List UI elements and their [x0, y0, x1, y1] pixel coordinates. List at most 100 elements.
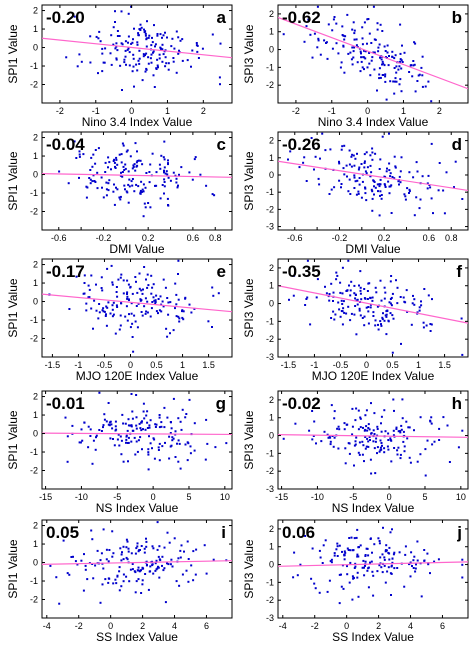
- data-point: [124, 55, 127, 58]
- data-point: [344, 462, 347, 465]
- data-point: [391, 292, 394, 295]
- data-point: [338, 602, 341, 605]
- data-point: [383, 556, 386, 559]
- data-point: [161, 555, 164, 558]
- x-tick-label: -1: [310, 360, 318, 370]
- data-point: [62, 539, 65, 542]
- data-point: [353, 46, 356, 49]
- data-point: [172, 60, 175, 63]
- data-point: [135, 580, 138, 583]
- data-point: [406, 437, 409, 440]
- data-point: [343, 558, 346, 561]
- data-point: [363, 49, 365, 52]
- data-point: [115, 42, 118, 45]
- data-point: [365, 547, 368, 550]
- data-point: [383, 564, 386, 567]
- panel-letter: i: [221, 523, 226, 542]
- data-point: [177, 36, 180, 39]
- axes-box: [41, 258, 233, 358]
- x-tick-label: -2: [292, 106, 300, 116]
- data-point: [378, 43, 381, 46]
- data-point: [183, 550, 185, 553]
- data-point: [127, 460, 129, 463]
- x-tick-label: 10: [220, 492, 230, 502]
- data-point: [385, 544, 388, 547]
- data-point: [126, 558, 129, 561]
- data-point: [400, 59, 403, 62]
- data-point: [319, 53, 322, 56]
- data-point: [332, 310, 335, 313]
- data-point: [380, 415, 383, 418]
- data-point: [372, 574, 375, 577]
- data-point: [159, 559, 162, 562]
- data-point: [358, 177, 361, 179]
- data-point: [162, 34, 165, 37]
- data-point: [84, 564, 87, 567]
- data-point: [365, 172, 368, 175]
- data-point: [127, 441, 130, 444]
- data-point: [141, 188, 144, 191]
- data-point: [142, 288, 144, 291]
- data-point: [158, 53, 161, 56]
- data-point: [378, 450, 381, 453]
- data-point: [126, 291, 129, 294]
- data-point: [313, 420, 316, 423]
- data-point: [101, 47, 104, 50]
- data-point: [364, 564, 366, 567]
- data-point: [314, 155, 317, 158]
- data-point: [319, 556, 322, 559]
- data-point: [367, 445, 370, 448]
- data-point: [361, 453, 364, 456]
- data-point: [368, 282, 371, 285]
- data-point: [211, 193, 214, 196]
- data-point: [188, 398, 191, 401]
- data-point: [163, 169, 165, 172]
- x-tick-label: -4: [43, 621, 51, 631]
- data-point: [330, 561, 333, 564]
- data-point: [321, 132, 324, 135]
- data-point: [148, 171, 151, 173]
- data-point: [408, 71, 411, 73]
- data-point: [395, 426, 398, 429]
- data-point: [393, 551, 396, 554]
- y-tick-label: 1: [269, 542, 274, 552]
- data-point: [58, 170, 61, 173]
- data-point: [146, 300, 149, 303]
- data-point: [118, 35, 121, 37]
- x-tick-label: 2: [376, 621, 381, 631]
- data-point: [293, 551, 296, 554]
- data-point: [338, 544, 341, 547]
- data-point: [161, 36, 163, 39]
- data-point: [145, 310, 148, 313]
- data-point: [122, 144, 125, 147]
- x-tick-label: 1.5: [438, 360, 451, 370]
- data-point: [408, 190, 411, 193]
- data-point: [187, 558, 190, 560]
- data-point: [293, 274, 296, 277]
- data-point: [395, 279, 397, 282]
- data-point: [323, 39, 326, 42]
- data-point: [148, 570, 151, 573]
- data-point: [410, 64, 413, 67]
- data-point: [111, 304, 114, 307]
- data-point: [406, 187, 409, 190]
- data-point: [151, 286, 154, 289]
- data-point: [383, 297, 386, 300]
- data-point: [173, 537, 176, 540]
- data-point: [302, 161, 305, 164]
- data-point: [406, 310, 409, 313]
- data-point: [371, 570, 374, 573]
- data-point: [403, 300, 406, 303]
- data-point: [170, 444, 173, 447]
- data-point: [361, 66, 364, 69]
- data-point: [155, 171, 158, 174]
- data-point: [305, 25, 308, 28]
- data-point: [421, 55, 424, 58]
- data-point: [152, 572, 155, 575]
- data-point: [102, 307, 105, 310]
- data-point: [367, 554, 370, 557]
- data-point: [131, 70, 134, 73]
- data-point: [174, 307, 176, 310]
- data-point: [400, 156, 403, 159]
- data-point: [373, 51, 376, 54]
